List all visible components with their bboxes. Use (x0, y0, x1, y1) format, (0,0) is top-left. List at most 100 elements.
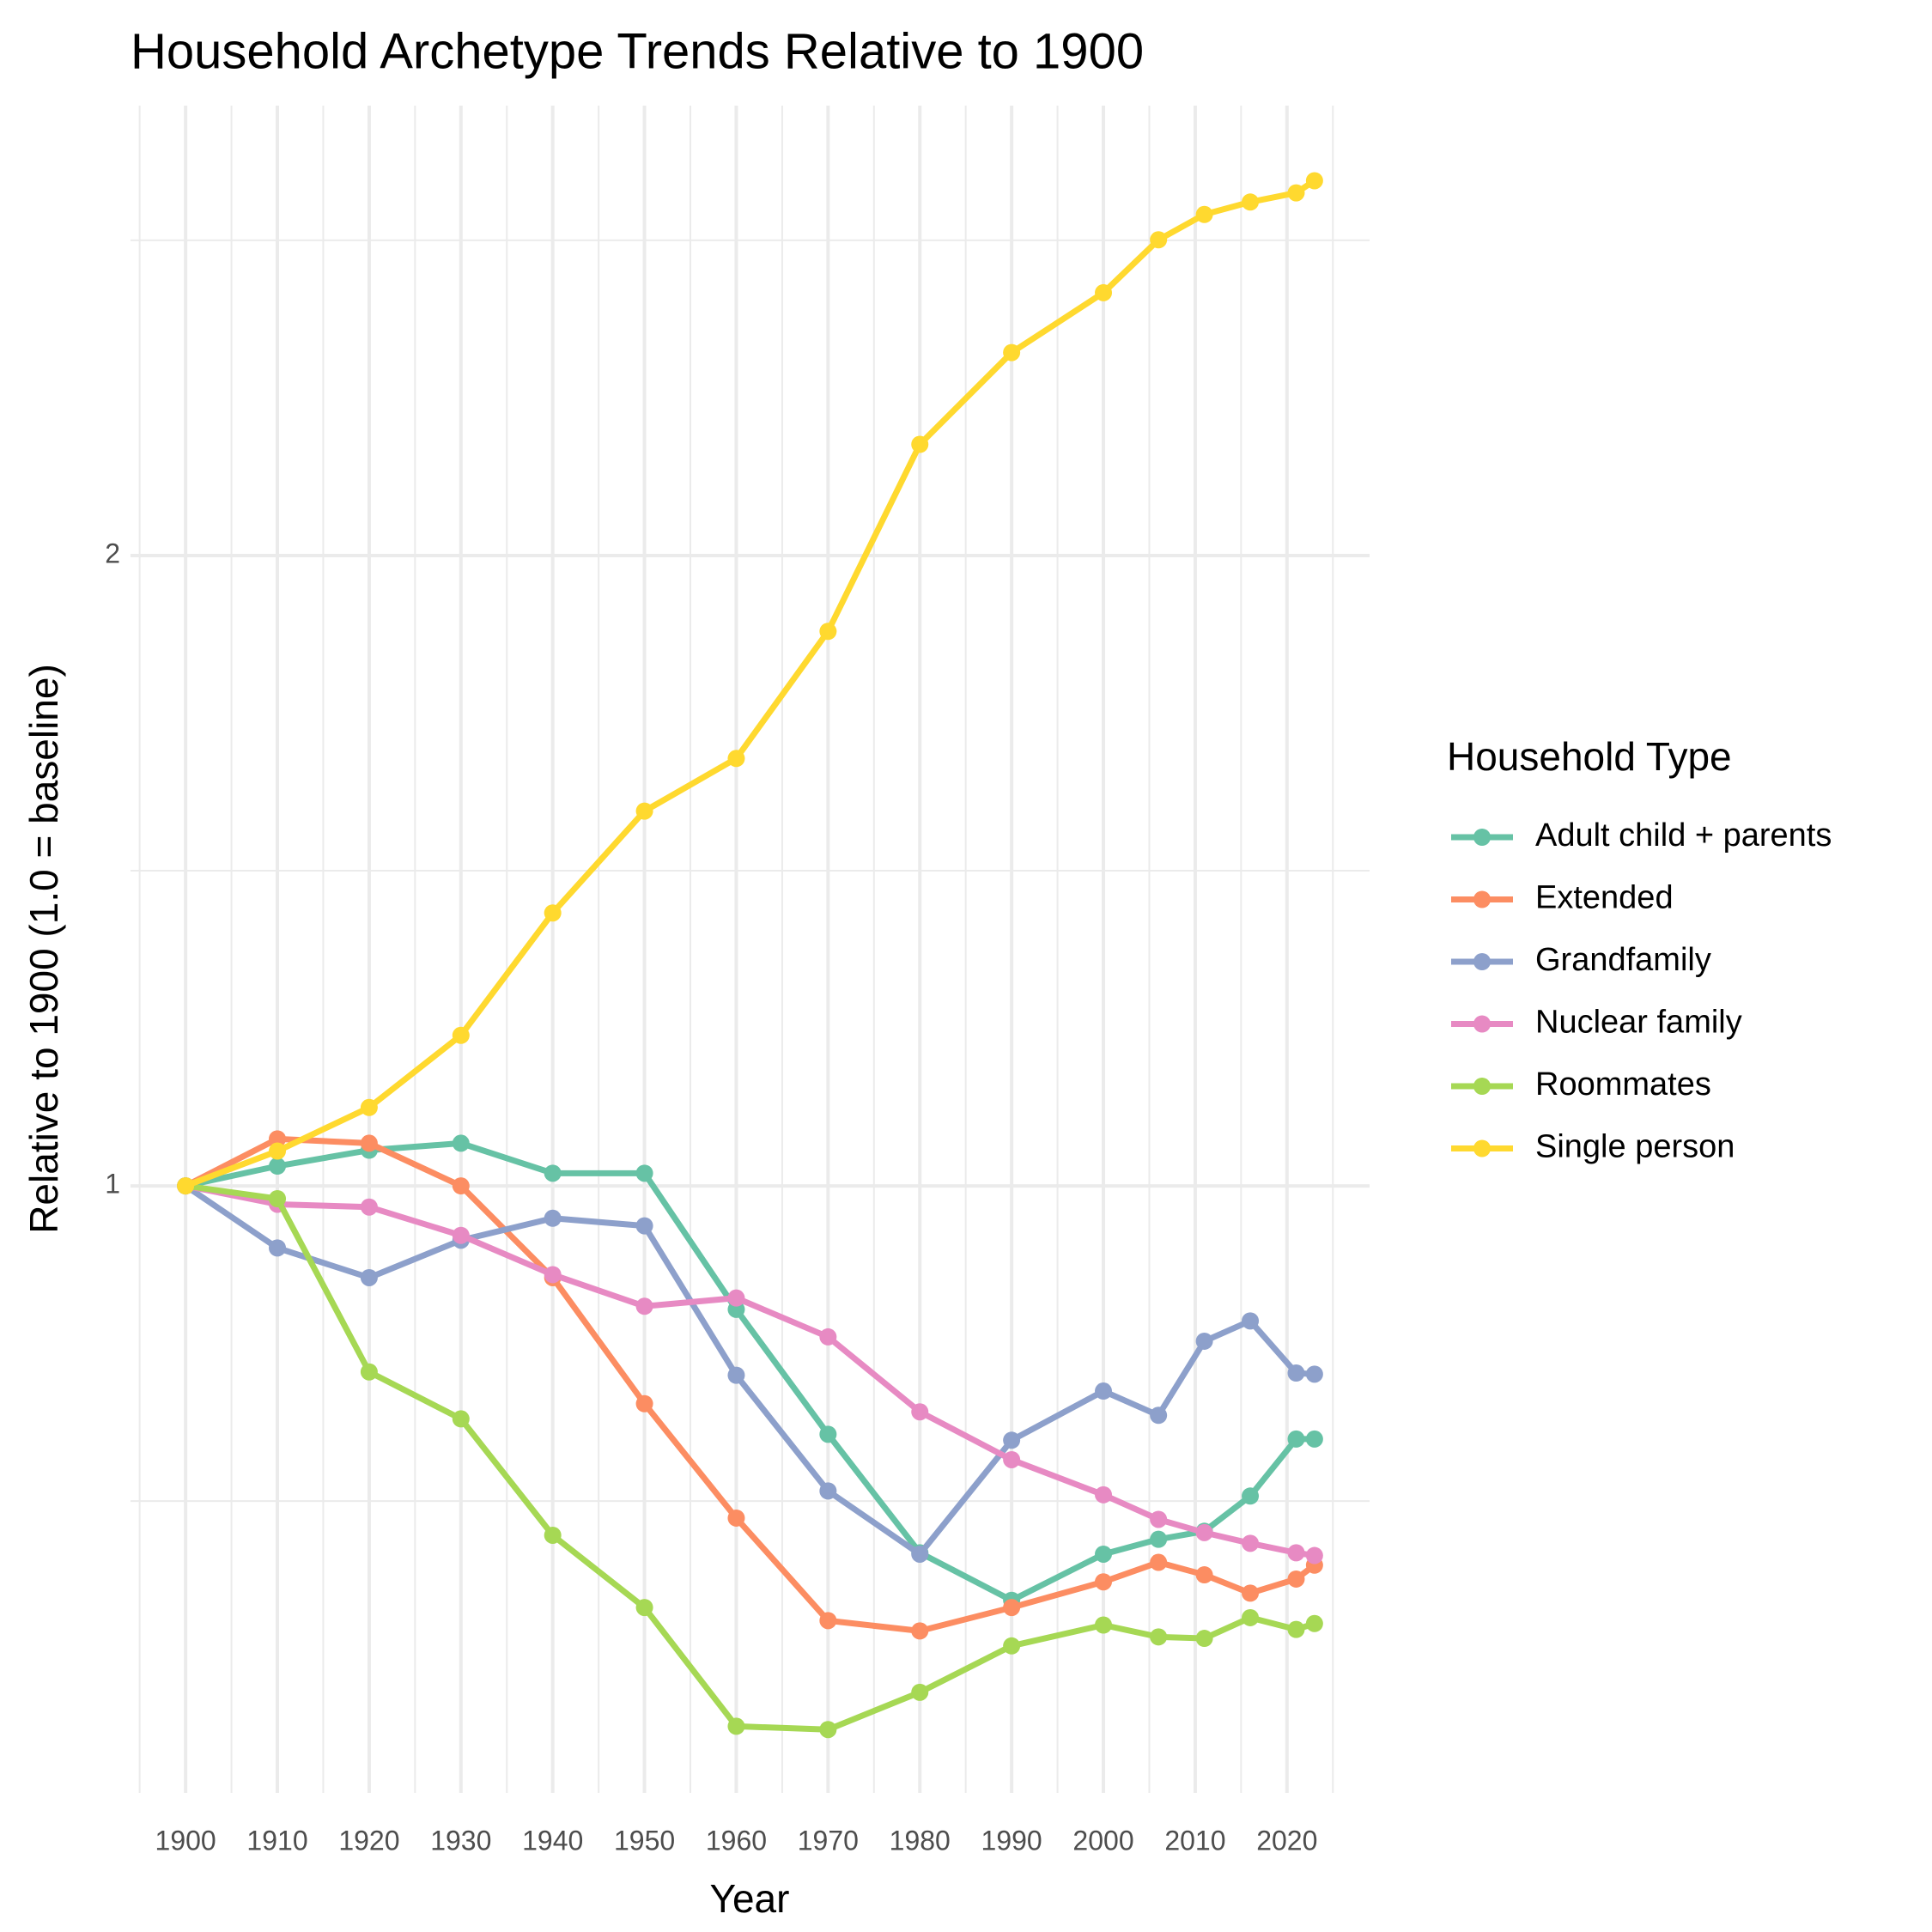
data-point (1095, 1382, 1113, 1400)
data-point (269, 1189, 287, 1207)
y-tick-label: 2 (105, 538, 120, 568)
data-point (1305, 1430, 1323, 1448)
legend: Adult child + parents Extended Grandfamily… (1451, 817, 1832, 1165)
x-tick-label: 2010 (1164, 1825, 1225, 1856)
data-point (911, 1683, 929, 1701)
data-point (452, 1410, 470, 1428)
legend-label: Extended (1535, 880, 1674, 916)
legend-label: Adult child + parents (1535, 817, 1832, 854)
plot-area (177, 172, 1323, 1739)
data-point (452, 1026, 470, 1044)
data-point (1095, 1545, 1113, 1563)
data-point (1242, 1312, 1260, 1330)
x-tick-label: 1950 (614, 1825, 675, 1856)
legend-key-point (1473, 1078, 1491, 1095)
data-point (269, 1239, 287, 1257)
data-point (1095, 1616, 1113, 1634)
data-point (360, 1134, 378, 1152)
series-line (185, 1182, 1315, 1733)
data-point (819, 1612, 837, 1630)
data-point (911, 1403, 929, 1421)
data-point (360, 1098, 378, 1116)
data-point (1287, 1544, 1305, 1562)
data-point (1150, 1510, 1168, 1528)
data-point (1195, 1332, 1213, 1350)
chart-title: Household Archetype Trends Relative to 1… (131, 23, 1144, 79)
data-point (1150, 1628, 1168, 1646)
data-point (727, 1289, 745, 1307)
data-point (911, 1622, 929, 1640)
data-point (1242, 1608, 1260, 1626)
legend-key-point (1473, 1139, 1491, 1157)
y-tick-label: 1 (105, 1169, 120, 1200)
data-point (1242, 1487, 1260, 1505)
data-point (911, 435, 929, 453)
x-tick-label: 1910 (246, 1825, 307, 1856)
data-point (727, 1717, 745, 1735)
data-point (452, 1134, 470, 1152)
data-point (635, 802, 653, 820)
data-point (1195, 1523, 1213, 1541)
data-point (269, 1130, 287, 1148)
legend-label: Grandfamily (1535, 942, 1711, 978)
data-point (1095, 283, 1113, 301)
grid: 1900 1910 1920 1930 1940 1950 1960 1970 1980 1990… (105, 106, 1370, 1856)
data-point (1287, 1570, 1305, 1588)
x-tick-label: 1900 (155, 1825, 216, 1856)
data-point (452, 1177, 470, 1195)
data-point (1150, 1553, 1168, 1571)
data-point (360, 1268, 378, 1286)
legend-key-point (1473, 953, 1491, 970)
x-tick-label: 1990 (981, 1825, 1042, 1856)
legend-key-point (1473, 890, 1491, 908)
series-line (185, 1182, 1315, 1559)
data-point (544, 1526, 562, 1544)
data-point (544, 1266, 562, 1284)
x-tick-label: 1960 (706, 1825, 767, 1856)
data-point (819, 1721, 837, 1739)
data-point (1003, 343, 1021, 361)
data-point (1305, 172, 1323, 190)
data-point (1305, 1614, 1323, 1632)
data-point (1095, 1573, 1113, 1591)
data-point (727, 750, 745, 768)
data-point (635, 1164, 653, 1182)
data-point (1003, 1637, 1021, 1655)
legend-label: Roommates (1535, 1066, 1711, 1103)
data-point (1242, 193, 1260, 211)
legend-label: Single person (1535, 1129, 1735, 1165)
x-tick-label: 2000 (1072, 1825, 1133, 1856)
data-point (452, 1226, 470, 1244)
data-point (1003, 1599, 1021, 1617)
data-point (1287, 1364, 1305, 1382)
data-point (1003, 1450, 1021, 1468)
data-point (544, 904, 562, 922)
data-point (1195, 205, 1213, 223)
data-point (1095, 1485, 1113, 1504)
data-point (1305, 1546, 1323, 1564)
data-point (360, 1363, 378, 1381)
data-point (819, 1482, 837, 1500)
data-point (1195, 1566, 1213, 1584)
data-point (819, 1327, 837, 1346)
data-point (911, 1545, 929, 1563)
legend-key-point (1473, 829, 1491, 846)
x-tick-label: 1930 (430, 1825, 491, 1856)
data-point (1242, 1534, 1260, 1552)
data-point (1287, 184, 1305, 202)
legend-title: Household Type (1447, 734, 1732, 779)
data-point (177, 1177, 195, 1195)
data-point (635, 1217, 653, 1235)
data-point (1242, 1584, 1260, 1602)
data-point (635, 1297, 653, 1315)
data-point (1287, 1620, 1305, 1638)
data-point (1150, 1530, 1168, 1548)
x-tick-label: 1920 (338, 1825, 399, 1856)
x-tick-label: 1940 (522, 1825, 583, 1856)
data-point (727, 1366, 745, 1384)
data-point (1305, 1365, 1323, 1383)
data-point (544, 1209, 562, 1227)
x-tick-label: 1970 (798, 1825, 859, 1856)
